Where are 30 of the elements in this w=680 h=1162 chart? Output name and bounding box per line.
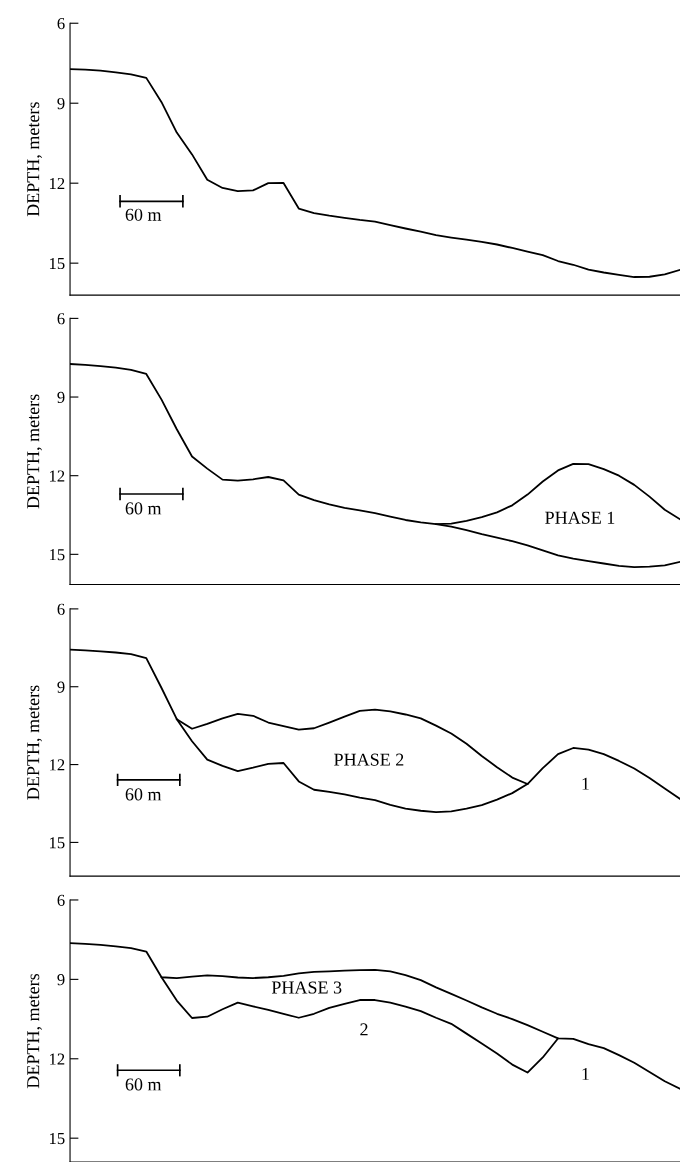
y-tick-label: 6 — [57, 603, 65, 615]
annotation: 1 — [582, 1067, 589, 1080]
y-axis-title: DEPTH, meters — [27, 685, 42, 800]
y-tick-label: 6 — [57, 894, 65, 906]
y-tick-label: 9 — [57, 391, 65, 403]
y-tick-label: 9 — [57, 97, 65, 110]
y-axis-title: DEPTH, meters — [27, 394, 42, 509]
y-tick-label: 12 — [49, 759, 65, 771]
annotation: PHASE 2 — [334, 753, 404, 766]
y-tick-label: 15 — [49, 257, 65, 270]
y-tick-label: 15 — [49, 1132, 65, 1145]
annotation: PHASE 3 — [271, 981, 342, 994]
annotation: PHASE 1 — [545, 511, 615, 524]
y-tick-label: 12 — [49, 177, 65, 189]
y-tick-label: 15 — [49, 837, 65, 849]
y-tick-label: 12 — [49, 1053, 65, 1065]
y-tick-label: 9 — [57, 681, 65, 693]
y-axis-title: DEPTH, meters — [27, 102, 42, 217]
y-tick-label: 15 — [49, 549, 65, 561]
annotation: 60 m — [125, 788, 162, 801]
y-axis-title: DEPTH, meters — [27, 973, 42, 1089]
annotation: 60 m — [125, 1078, 162, 1091]
annotation: 60 m — [125, 208, 162, 221]
y-tick-label: 6 — [57, 17, 65, 30]
y-tick-label: 6 — [57, 313, 65, 325]
y-tick-label: 12 — [49, 470, 65, 482]
annotation: 1 — [582, 777, 589, 790]
annotation: 60 m — [125, 502, 162, 515]
y-tick-label: 9 — [57, 974, 65, 986]
annotation: 2 — [360, 1023, 368, 1036]
